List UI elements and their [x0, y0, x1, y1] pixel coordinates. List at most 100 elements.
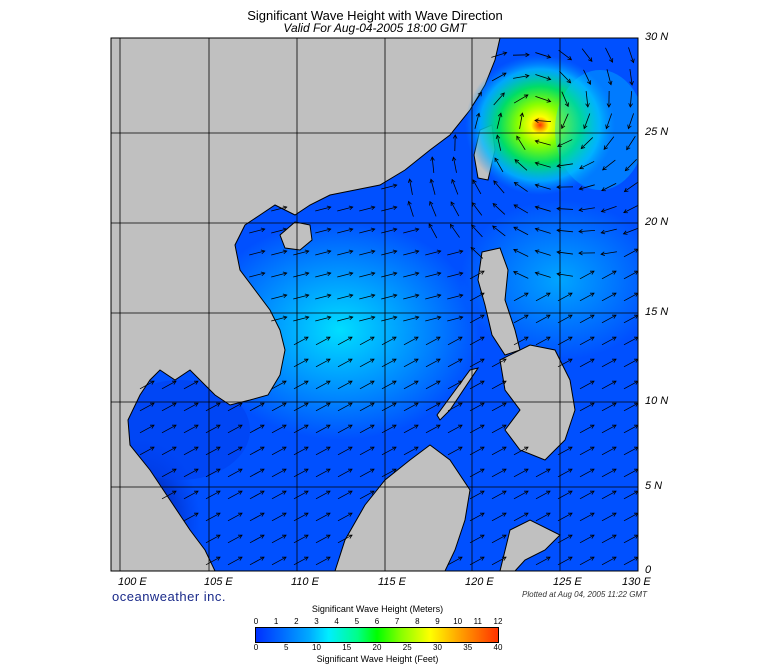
colorbar-feet-label: 30 [433, 643, 442, 652]
wave-arrow [623, 556, 638, 566]
wave-arrow [471, 224, 483, 238]
wave-arrow-head [216, 534, 221, 539]
wave-arrow [359, 380, 375, 390]
wave-arrow-head [580, 144, 586, 150]
wave-arrow [161, 380, 177, 390]
wave-arrow-head [612, 534, 617, 539]
wave-arrow-head [414, 271, 420, 277]
wave-arrow [579, 446, 595, 456]
wave-arrow [403, 380, 419, 390]
wave-arrow [359, 228, 375, 234]
wave-arrow-head [480, 402, 485, 407]
wave-arrow-head [546, 292, 551, 297]
wave-arrow-head [304, 512, 309, 517]
wave-arrow [602, 159, 616, 171]
wave-arrow-head [458, 358, 463, 363]
wave-arrow-head [326, 358, 331, 363]
wave-arrow [403, 316, 419, 322]
wave-arrow [469, 512, 485, 522]
wave-arrow-head [458, 315, 464, 321]
wave-arrow [513, 336, 529, 346]
wave-arrow [381, 424, 397, 434]
wave-arrow-head [194, 446, 199, 451]
wave-arrow [315, 294, 331, 300]
wave-arrow [227, 534, 243, 544]
wave-arrow-head [502, 424, 507, 429]
wave-arrow-head [458, 424, 463, 429]
wave-arrow [183, 402, 199, 412]
wave-arrow [561, 113, 569, 129]
wave-arrow-head [348, 512, 353, 517]
wave-arrow-head [502, 556, 507, 561]
wave-arrow-head [282, 468, 287, 473]
wave-arrow [453, 157, 457, 173]
wave-arrow [557, 446, 573, 456]
wave-arrow-head [495, 134, 501, 140]
wave-arrow-head [304, 468, 309, 473]
wave-arrow-head [216, 446, 221, 451]
wave-arrow [491, 468, 507, 478]
wave-arrow-head [436, 424, 441, 429]
wave-arrow-head [348, 249, 354, 255]
wave-arrow [139, 446, 155, 456]
colorbar-meter-label: 7 [394, 617, 400, 626]
wave-arrow [581, 48, 593, 62]
colorbar-meter-label: 8 [415, 617, 420, 626]
wave-arrow [514, 182, 528, 192]
wave-arrow [578, 229, 596, 233]
wave-arrow [227, 512, 243, 522]
wave-arrow-head [370, 424, 375, 429]
wave-arrow [447, 316, 463, 322]
wave-arrow-head [606, 103, 612, 108]
wave-arrow [425, 272, 441, 278]
wave-arrow [516, 135, 526, 151]
wave-arrow [535, 292, 551, 302]
wave-arrow [491, 490, 507, 500]
wave-arrow-head [634, 380, 638, 385]
wave-arrow-head [493, 180, 498, 185]
wave-arrow-head [534, 118, 539, 123]
wave-arrow [447, 294, 463, 300]
wave-arrow [557, 534, 573, 544]
wave-arrow [227, 468, 243, 478]
wave-arrow-head [546, 54, 552, 59]
wave-arrow [534, 119, 552, 123]
wave-arrow [469, 534, 485, 544]
wave-arrow [535, 52, 551, 58]
wave-arrow-head [524, 73, 530, 79]
wave-arrow [359, 446, 375, 456]
wave-arrow [381, 446, 397, 456]
colorbar-feet-label: 25 [402, 643, 412, 652]
land-mindanao [499, 344, 576, 461]
wave-arrow [557, 336, 573, 346]
wave-arrow-head [634, 446, 638, 451]
wave-arrow [293, 490, 309, 500]
wave-arrow [601, 183, 617, 191]
wave-arrow [496, 135, 502, 151]
wave-arrow [249, 424, 265, 434]
lon-tick: 100 E [118, 576, 147, 588]
wave-arrow [493, 92, 505, 106]
wave-arrow [513, 446, 529, 456]
wave-arrow-head [590, 270, 595, 275]
wave-arrow [381, 468, 397, 478]
wave-arrow-head [172, 446, 177, 451]
colorbar-meter-label: 11 [473, 617, 482, 626]
wave-arrow [603, 136, 615, 150]
wave-arrow-head [414, 227, 420, 233]
wave-arrow-head [370, 402, 375, 407]
wave-arrow-head [492, 203, 498, 208]
wave-arrow [601, 270, 617, 280]
wave-arrow [579, 424, 595, 434]
wave-arrow [425, 336, 441, 346]
wave-arrow [447, 380, 463, 390]
wave-arrow [623, 358, 638, 368]
wave-direction-arrows [139, 47, 638, 566]
wave-arrow [629, 69, 633, 85]
wave-arrow-head [436, 380, 441, 385]
wave-arrow [579, 292, 595, 302]
wave-arrow [337, 228, 353, 234]
lon-tick: 130 E [622, 576, 651, 588]
lon-tick: 125 E [553, 576, 582, 588]
wave-arrow-head [260, 249, 266, 255]
